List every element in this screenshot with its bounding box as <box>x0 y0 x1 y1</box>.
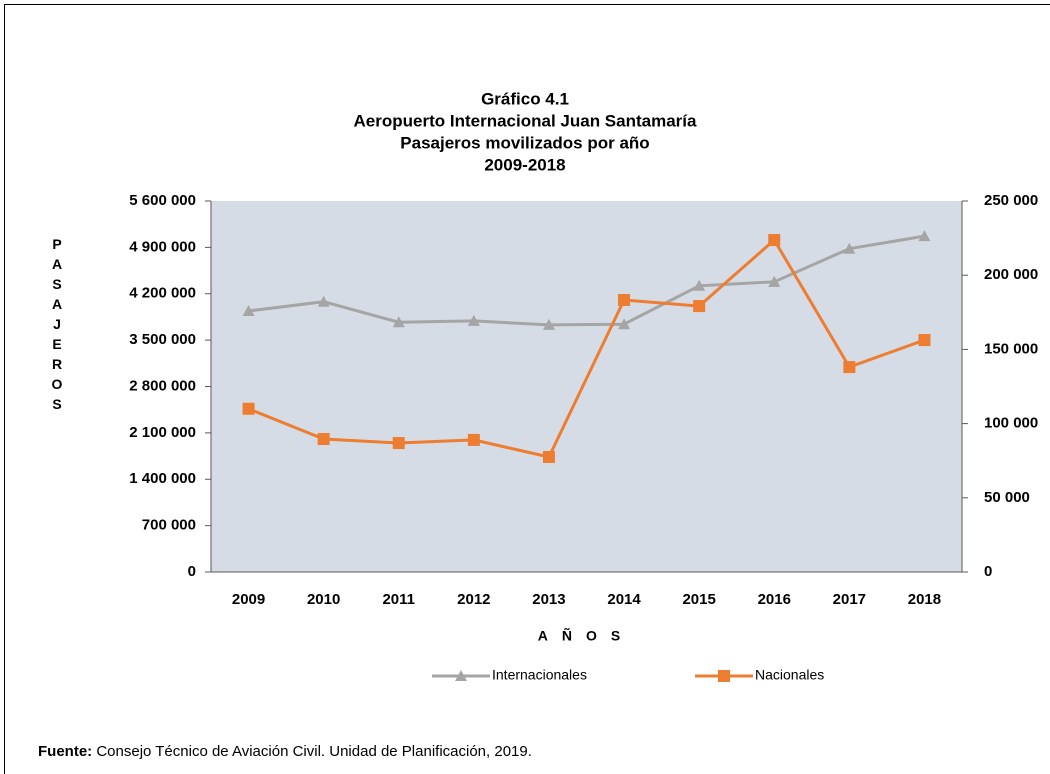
chart-title: 2009-2018 <box>484 155 565 174</box>
x-tick-label: 2014 <box>607 591 641 608</box>
x-tick-label: 2017 <box>833 591 866 608</box>
series-marker <box>317 295 330 307</box>
y-tick-label: 4 200 000 <box>129 285 196 302</box>
series-marker <box>618 293 631 306</box>
series-marker <box>242 304 255 316</box>
chart-title: Gráfico 4.1 <box>481 89 569 108</box>
y2-tick-label: 150 000 <box>984 340 1038 357</box>
x-tick-label: 2009 <box>232 591 265 608</box>
series-marker <box>467 433 480 446</box>
x-tick-label: 2016 <box>758 591 791 608</box>
y-tick-label: 5 600 000 <box>129 192 196 209</box>
series-marker <box>843 242 856 254</box>
legend-label: Internacionales <box>492 667 587 683</box>
series-marker <box>693 279 706 291</box>
x-tick-label: 2010 <box>307 591 340 608</box>
legend-marker <box>455 670 467 681</box>
x-tick-label: 2012 <box>457 591 490 608</box>
y2-tick-label: 200 000 <box>984 266 1038 283</box>
series-marker <box>693 300 706 313</box>
source-text: Consejo Técnico de Aviación Civil. Unida… <box>96 743 532 760</box>
y-tick-label: 2 800 000 <box>129 377 196 394</box>
series-marker <box>768 275 781 287</box>
y2-tick-label: 100 000 <box>984 415 1038 432</box>
y-tick-label: 700 000 <box>142 517 196 534</box>
series-marker <box>542 318 555 330</box>
legend-marker <box>718 670 730 682</box>
chart-title: Aeropuerto Internacional Juan Santamaría <box>354 111 697 130</box>
y-axis-title: PASAJEROS <box>49 236 65 416</box>
series-marker <box>392 316 405 328</box>
x-axis-title: AÑOS <box>538 627 634 644</box>
series-marker <box>618 318 631 330</box>
series-line <box>248 234 925 327</box>
series-marker <box>918 334 931 347</box>
series-marker <box>768 234 781 247</box>
chart-title: Pasajeros movilizados por año <box>400 133 649 152</box>
frame <box>4 4 1050 774</box>
source-label: Fuente: <box>38 743 92 760</box>
series-marker <box>317 433 330 446</box>
series-marker <box>843 361 856 374</box>
series-marker <box>918 230 931 242</box>
x-tick-label: 2011 <box>382 591 415 608</box>
y-tick-label: 1 400 000 <box>129 470 196 487</box>
y-tick-label: 2 100 000 <box>129 424 196 441</box>
y2-tick-label: 50 000 <box>984 489 1030 506</box>
y-tick-label: 0 <box>188 563 196 580</box>
y2-tick-label: 250 000 <box>984 192 1038 209</box>
series-marker <box>392 437 405 450</box>
series-marker <box>542 450 555 463</box>
series-marker <box>242 402 255 415</box>
x-tick-label: 2015 <box>682 591 715 608</box>
series-line <box>247 237 925 459</box>
y-tick-label: 4 900 000 <box>129 238 196 255</box>
x-tick-label: 2018 <box>908 591 941 608</box>
y2-tick-label: 0 <box>984 563 992 580</box>
x-tick-label: 2013 <box>532 591 565 608</box>
plot-area <box>211 201 962 572</box>
y-tick-label: 3 500 000 <box>129 331 196 348</box>
source: Fuente: Consejo Técnico de Aviación Civi… <box>38 743 532 760</box>
series-marker <box>467 314 480 326</box>
legend-label: Nacionales <box>755 667 824 683</box>
